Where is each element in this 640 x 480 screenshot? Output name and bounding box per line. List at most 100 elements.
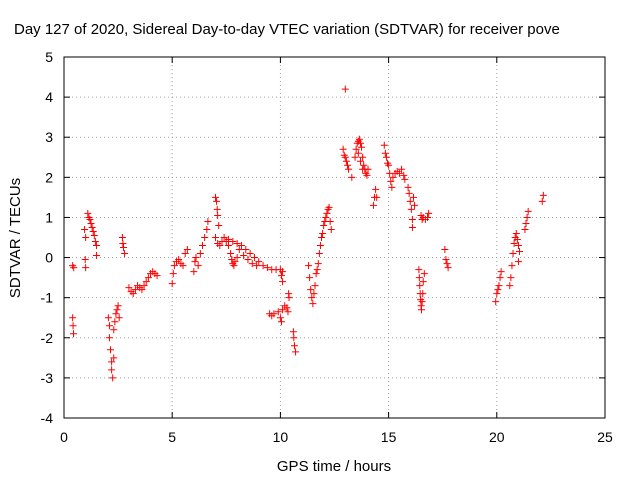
data-point bbox=[277, 318, 285, 326]
y-tick-label: 3 bbox=[45, 129, 53, 145]
data-point bbox=[400, 171, 408, 179]
data-point bbox=[358, 143, 366, 151]
data-point bbox=[204, 217, 212, 225]
data-point bbox=[279, 278, 287, 286]
data-point bbox=[419, 290, 427, 298]
data-point bbox=[89, 227, 97, 235]
data-point bbox=[229, 238, 237, 246]
data-point bbox=[355, 135, 363, 143]
data-point bbox=[211, 234, 219, 241]
data-point bbox=[233, 240, 241, 248]
data-point bbox=[508, 262, 516, 270]
data-point bbox=[416, 282, 424, 290]
data-point bbox=[118, 234, 126, 241]
data-point bbox=[153, 272, 161, 280]
data-point bbox=[411, 201, 419, 209]
data-point bbox=[510, 240, 518, 248]
data-point bbox=[443, 260, 451, 268]
x-tick-label: 20 bbox=[489, 429, 505, 445]
data-point bbox=[409, 193, 417, 201]
data-point bbox=[274, 308, 282, 316]
data-point bbox=[424, 213, 432, 221]
data-point bbox=[235, 246, 243, 254]
data-point bbox=[198, 242, 206, 250]
data-point bbox=[263, 264, 271, 272]
data-point bbox=[237, 242, 245, 250]
data-point bbox=[385, 161, 393, 169]
data-point bbox=[323, 209, 331, 217]
data-point bbox=[360, 161, 368, 169]
data-point bbox=[168, 280, 176, 288]
data-point bbox=[341, 85, 349, 93]
data-point bbox=[305, 262, 313, 270]
data-point bbox=[507, 274, 515, 282]
data-point bbox=[387, 177, 395, 185]
axis-ticks bbox=[63, 56, 606, 419]
data-point bbox=[306, 274, 314, 282]
data-point bbox=[216, 242, 224, 250]
data-point bbox=[308, 294, 316, 302]
data-point bbox=[175, 256, 183, 264]
data-point bbox=[404, 183, 412, 191]
data-point bbox=[240, 252, 248, 260]
data-point bbox=[381, 149, 389, 157]
data-point bbox=[351, 153, 359, 161]
data-point bbox=[312, 270, 320, 278]
data-point bbox=[359, 165, 367, 173]
data-point bbox=[108, 366, 116, 374]
data-point bbox=[92, 252, 100, 260]
data-point bbox=[495, 282, 503, 290]
data-point bbox=[363, 171, 371, 179]
data-point bbox=[253, 262, 261, 270]
data-point bbox=[420, 270, 428, 278]
data-point bbox=[84, 209, 92, 217]
data-point bbox=[91, 238, 99, 246]
data-point bbox=[86, 215, 94, 223]
data-point bbox=[382, 153, 390, 161]
data-point bbox=[69, 322, 77, 330]
data-point bbox=[316, 242, 324, 250]
data-point bbox=[284, 308, 292, 316]
data-point bbox=[246, 250, 254, 258]
data-point bbox=[292, 348, 300, 356]
data-point bbox=[142, 278, 150, 286]
data-point bbox=[493, 290, 501, 298]
data-point bbox=[138, 286, 146, 294]
data-point bbox=[494, 286, 502, 294]
data-point bbox=[192, 254, 200, 262]
data-point bbox=[343, 161, 351, 169]
data-point bbox=[213, 205, 221, 213]
data-point bbox=[348, 173, 356, 181]
data-point bbox=[339, 145, 347, 153]
data-point bbox=[380, 141, 388, 149]
data-point bbox=[270, 310, 278, 318]
data-point bbox=[318, 234, 326, 241]
y-tick-label: 2 bbox=[45, 169, 53, 185]
data-point bbox=[512, 229, 520, 237]
data-point bbox=[406, 197, 414, 205]
data-point bbox=[442, 256, 450, 264]
x-axis-label: GPS time / hours bbox=[277, 458, 391, 475]
data-point bbox=[407, 205, 415, 213]
y-tick-label: 4 bbox=[45, 89, 53, 105]
data-point bbox=[514, 258, 522, 266]
x-tick-labels: 0 5 10 15 20 25 bbox=[60, 429, 613, 445]
y-tick-label: 1 bbox=[45, 209, 53, 225]
data-point bbox=[190, 268, 198, 276]
data-point bbox=[105, 334, 113, 342]
data-point bbox=[70, 330, 78, 338]
data-point bbox=[255, 258, 263, 266]
data-point bbox=[496, 274, 504, 282]
grid bbox=[64, 57, 605, 418]
data-point bbox=[538, 197, 546, 205]
data-point bbox=[92, 242, 100, 250]
data-point bbox=[231, 258, 239, 266]
data-point bbox=[114, 302, 122, 310]
data-point bbox=[506, 282, 514, 290]
data-point bbox=[203, 225, 211, 233]
data-point bbox=[513, 236, 521, 244]
data-point bbox=[345, 165, 353, 173]
data-point bbox=[87, 219, 95, 227]
data-point bbox=[311, 282, 319, 290]
